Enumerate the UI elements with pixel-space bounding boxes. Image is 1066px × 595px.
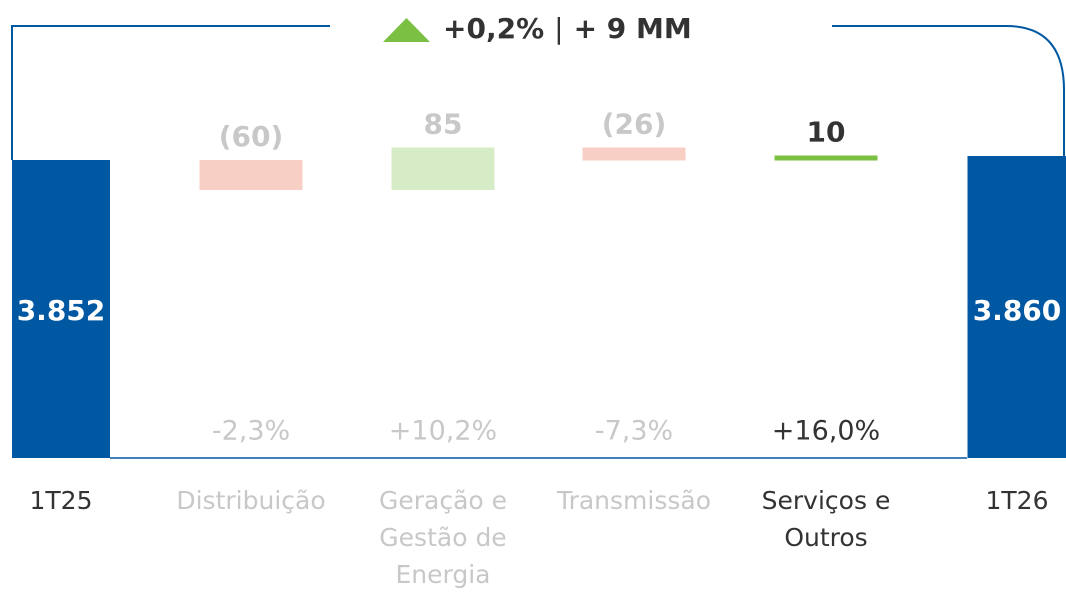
up-arrow — [383, 18, 430, 42]
bar — [199, 160, 303, 190]
separator: | — [554, 12, 563, 45]
bar — [582, 147, 686, 161]
bar — [967, 156, 1066, 458]
bar — [774, 155, 878, 161]
value-label: 3.860 — [973, 294, 1062, 327]
bracket-left — [11, 25, 330, 160]
bar — [12, 160, 110, 458]
category-label: Geração e Gestão de Energia — [378, 486, 508, 589]
value-label: 3.852 — [17, 294, 106, 327]
percent-label: -2,3% — [212, 416, 290, 447]
percent-label: -7,3% — [595, 416, 673, 447]
percent-label: +16,0% — [772, 416, 880, 447]
value-label: (60) — [219, 120, 284, 153]
category-label: 1T26 — [985, 486, 1049, 515]
bar — [391, 147, 495, 190]
value-label: 10 — [807, 116, 846, 149]
category-label: Serviços e Outros — [761, 486, 891, 552]
amount: + 9 MM — [574, 12, 692, 45]
category-label: Transmissão — [556, 486, 712, 515]
value-label: 85 — [424, 108, 463, 141]
category-label: 1T25 — [29, 486, 93, 515]
percent-label: +10,2% — [389, 416, 497, 447]
bracket-right — [832, 25, 1065, 156]
value-label: (26) — [602, 108, 667, 141]
change: +0,2% — [443, 12, 544, 45]
category-label: Distribuição — [176, 486, 326, 515]
annotation: +0,2% | + 9 MM — [443, 12, 692, 45]
